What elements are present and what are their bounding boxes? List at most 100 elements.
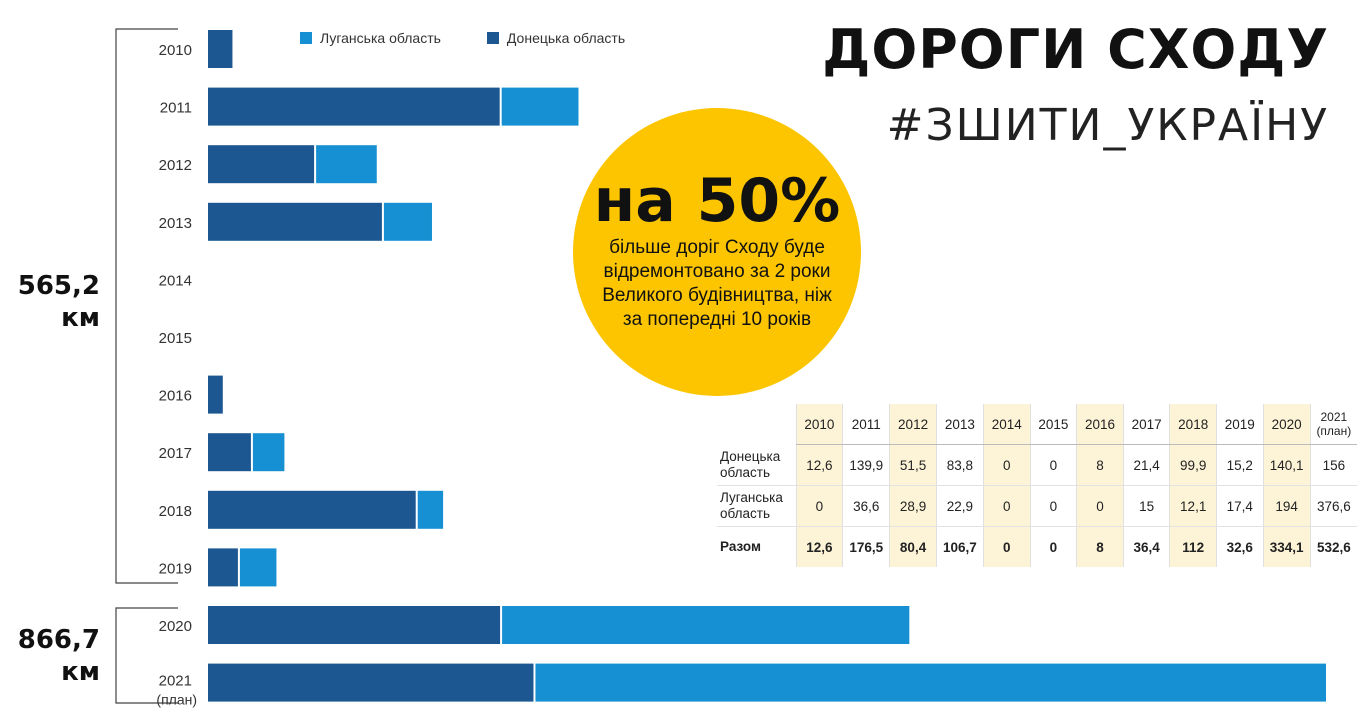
table-cell: 0 [1076,485,1124,527]
legend: Луганська область Донецька область [300,30,625,46]
legend-swatch-donetsk [486,32,499,44]
table-cell: 0 [1029,485,1077,527]
year-group-brackets [115,28,178,704]
table-cell: 21,4 [1122,444,1170,486]
legend-item-donetsk: Донецька область [486,30,626,46]
hashtag: #ЗШИТИ_УКРАЇНУ [886,100,1329,151]
total-unit: км [61,303,100,333]
table-cell: 112 [1169,526,1217,567]
table-header-cell: 2010 [795,404,843,445]
table-row-label: Донецька область [717,444,797,486]
total-unit: км [61,657,100,687]
table-header-cell: 2018 [1169,404,1217,445]
total-value: 866,7 [17,625,100,655]
table-header-cell: 2013 [935,404,984,445]
table-cell: 0 [982,526,1031,567]
table-cell: 28,9 [889,485,937,527]
bar-luhansk [316,145,377,184]
year-label: 2010 [159,42,192,59]
total-2010-2019: 565,2 км [0,270,100,334]
table-cell: 139,9 [842,444,890,486]
bar-donetsk [208,433,251,472]
table-cell: 80,4 [889,526,937,567]
bars [208,30,1326,702]
table-cell: 99,9 [1169,444,1217,486]
table-cell: 106,7 [935,526,984,567]
year-label: 2011 [160,100,192,117]
table-header-year: 2021 [1320,410,1348,424]
table-cell: 22,9 [935,485,984,527]
table-cell: 32,6 [1216,526,1264,567]
bar-donetsk [208,548,238,587]
year-sublabel: (план) [156,692,197,708]
bar-luhansk [417,490,444,529]
table-header-cell: 2020 [1262,404,1311,445]
table-corner [717,404,796,445]
bar-donetsk [208,202,382,241]
table-cell: 0 [982,485,1031,527]
table-row: Разом 12,6 176,5 80,4 106,7 0 0 8 36,4 112 32,6 334… [717,526,1357,567]
table-cell: 532,6 [1309,526,1357,567]
table-row-label: Разом [717,526,797,567]
bar-donetsk [208,30,233,68]
group-bracket [115,28,178,584]
year-labels: 2010 2011 2012 2013 2014 2015 2016 2017 2018 2019… [156,42,197,708]
data-table: 2010 2011 2012 2013 2014 2015 2016 2017 … [717,404,1357,567]
callout-circle: на 50% більше доріг Сходу буде відремонт… [573,108,861,396]
table-cell: 0 [1029,526,1077,567]
table-header-cell: 2011 [842,404,890,445]
table-cell: 176,5 [842,526,890,567]
table-cell: 36,6 [842,485,890,527]
total-2020-2021: 866,7 км [0,624,100,688]
total-value: 565,2 [17,271,100,301]
callout-text: більше доріг Сходу буде відремонтовано з… [602,237,832,330]
callout-percent: на 50% [593,166,841,236]
legend-label-donetsk: Донецька область [506,30,626,46]
table-cell: 140,1 [1262,444,1311,486]
year-label: 2021 [159,673,192,690]
legend-item-luhansk: Луганська область [300,30,441,46]
legend-label-luhansk: Луганська область [320,30,441,46]
table-header-cell: 2014 [982,404,1031,445]
table-cell: 17,4 [1216,485,1264,527]
table-cell: 15 [1122,485,1170,527]
table-header-cell: 2019 [1216,404,1264,445]
year-label: 2018 [159,503,192,520]
year-label: 2015 [159,330,192,347]
bar-luhansk [383,202,432,241]
bar-luhansk [239,548,277,587]
table-header-cell-plan: 2021 (план) [1309,404,1357,445]
table-cell: 15,2 [1216,444,1264,486]
table-row: Луганська область 0 36,6 28,9 22,9 0 0 0 15 12,1 1… [717,485,1357,527]
table-cell: 334,1 [1262,526,1311,567]
table-cell: 194 [1262,485,1311,527]
table-row: Донецька область 12,6 139,9 51,5 83,8 0 0 8 21,4… [717,444,1357,486]
bar-luhansk [252,433,285,472]
bar-luhansk [502,606,910,644]
bar-donetsk [208,87,500,126]
table-cell: 83,8 [935,444,984,486]
table-cell: 0 [1029,444,1077,486]
table-header-cell: 2015 [1029,404,1077,445]
year-label: 2013 [159,215,192,232]
table-cell: 376,6 [1309,485,1357,527]
table-header-cell: 2016 [1076,404,1124,445]
bar-donetsk [208,663,534,702]
bar-donetsk [208,606,501,644]
table-cell: 8 [1076,444,1124,486]
year-label: 2019 [159,560,192,577]
bar-donetsk [208,375,223,414]
year-label: 2012 [159,157,192,174]
table-header-row: 2010 2011 2012 2013 2014 2015 2016 2017 … [717,404,1357,445]
table-header-cell: 2017 [1122,404,1170,445]
table-cell: 51,5 [889,444,937,486]
table-cell: 0 [795,485,843,527]
legend-swatch-luhansk [300,32,312,44]
table-cell: 156 [1309,444,1357,486]
table-row-label: Луганська область [717,485,797,527]
year-label: 2017 [159,445,192,462]
table-cell: 8 [1076,526,1124,567]
table-cell: 0 [982,444,1031,486]
group-bracket [115,607,178,704]
